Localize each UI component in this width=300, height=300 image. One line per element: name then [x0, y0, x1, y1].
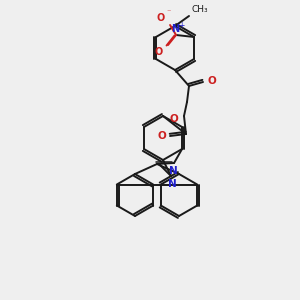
- Text: O: O: [169, 114, 178, 124]
- Text: N: N: [168, 179, 176, 189]
- Text: ⁻: ⁻: [167, 7, 171, 16]
- Text: +: +: [178, 21, 184, 30]
- Text: O: O: [157, 131, 166, 141]
- Text: N: N: [169, 166, 177, 176]
- Text: O: O: [157, 13, 165, 23]
- Text: O: O: [207, 76, 216, 86]
- Text: N: N: [171, 24, 179, 34]
- Text: O: O: [155, 47, 163, 57]
- Text: CH₃: CH₃: [191, 5, 208, 14]
